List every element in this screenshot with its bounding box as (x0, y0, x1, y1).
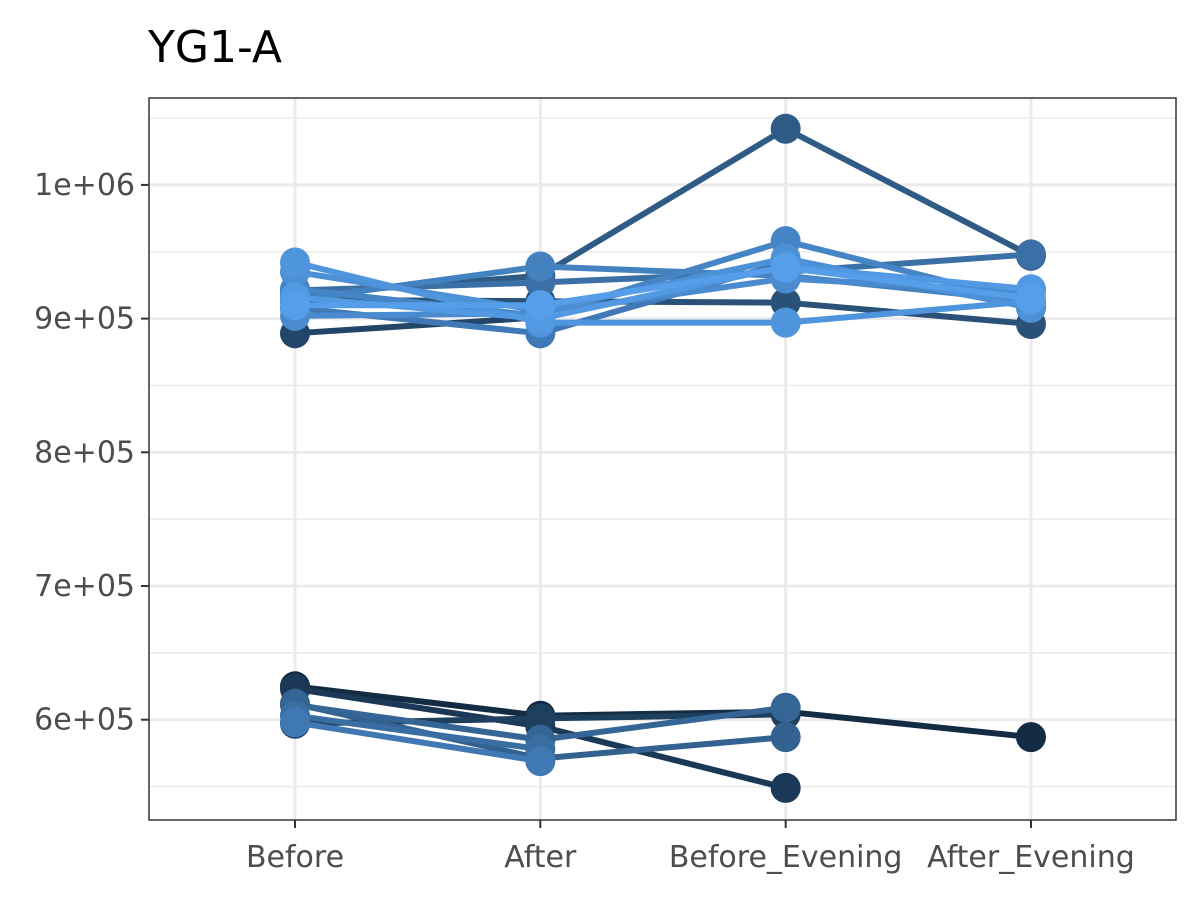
data-point (1015, 239, 1046, 270)
data-point (1015, 283, 1046, 314)
x-tick-label: After (504, 840, 577, 875)
data-point (770, 113, 801, 144)
grid (149, 98, 1176, 820)
data-point (280, 290, 310, 321)
data-point (770, 722, 801, 753)
panel-border (148, 97, 1177, 821)
data-point (1015, 722, 1046, 753)
x-tick-label: After_Evening (927, 840, 1135, 875)
series-line-segment (294, 314, 541, 337)
series-layer (280, 113, 1046, 803)
y-tick-label: 6e+05 (34, 703, 135, 738)
y-tick-label: 9e+05 (34, 302, 135, 337)
y-tick-label: 7e+05 (34, 569, 135, 604)
series-line-segment (540, 734, 786, 762)
data-point (770, 307, 801, 338)
series-line-segment (539, 704, 787, 743)
series-line-segment (785, 708, 1032, 741)
data-point (525, 703, 556, 734)
series-line-segment (294, 683, 541, 719)
data-point (280, 707, 310, 738)
data-point (525, 251, 556, 282)
series-line-segment (294, 702, 541, 743)
data-point (525, 746, 556, 777)
series-line-segment (294, 719, 541, 765)
data-point (770, 252, 801, 283)
data-point (770, 692, 801, 723)
series-line-segment (539, 264, 787, 309)
plot-panel (149, 98, 1176, 820)
x-tick-label: Before (246, 840, 344, 875)
chart-title: YG1-A (147, 22, 282, 73)
series-line-segment (294, 712, 541, 753)
y-tick-label: 8e+05 (34, 435, 135, 470)
series-line-segment (538, 126, 788, 279)
series-19 (280, 252, 1046, 321)
axes: 6e+05 7e+05 8e+05 9e+05 1e+06 Before After Befo… (34, 168, 1135, 875)
series-line-segment (294, 279, 541, 294)
data-point (770, 772, 801, 803)
x-tick-label: Before_Evening (669, 840, 903, 875)
series-line-segment (294, 304, 541, 337)
series-line-segment (784, 126, 1033, 259)
series-line-segment (785, 298, 1032, 326)
y-tick-label: 1e+06 (34, 168, 135, 203)
series-line-segment (785, 264, 1032, 302)
data-point (280, 247, 310, 278)
data-point (525, 290, 556, 321)
series-11 (280, 707, 556, 777)
